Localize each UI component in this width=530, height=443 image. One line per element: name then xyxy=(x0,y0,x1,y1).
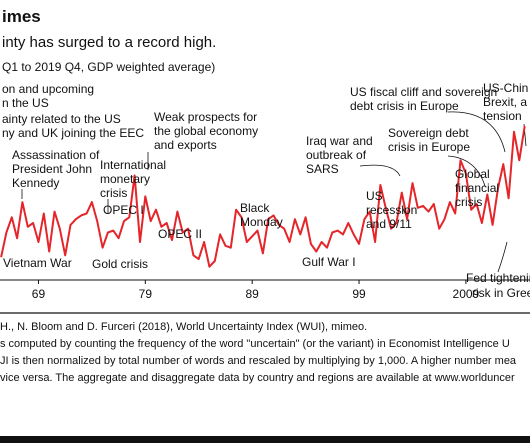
annotation-fiscal-1: US fiscal cliff and sovereign xyxy=(350,85,497,99)
annotation-recession-3: and 9/11 xyxy=(366,217,412,231)
footer-line-2: s computed by counting the frequency of … xyxy=(0,338,510,350)
annotation-kennedy-1: Assassination of xyxy=(12,148,100,162)
annotation-sovereign-2: crisis in Europe xyxy=(388,140,470,154)
annotation-kennedy-2: President John xyxy=(12,162,92,176)
annotation-opec-1: OPEC I xyxy=(103,203,144,217)
x-tick-label-2009: 2009 xyxy=(453,287,480,301)
annotation-intl-2: monetary xyxy=(100,172,150,186)
footer-notes: H., N. Bloom and D. Furceri (2018), Worl… xyxy=(0,321,517,384)
annotation-leaders xyxy=(21,111,527,273)
uncertainty-series-line xyxy=(0,125,526,268)
footer-line-1: H., N. Bloom and D. Furceri (2018), Worl… xyxy=(0,321,367,333)
footer-line-3: JI is then normalized by total number of… xyxy=(0,355,517,367)
annotation-upcoming-2: n the US xyxy=(2,96,49,110)
annotation-fed-1: Fed tightening xyxy=(466,271,530,285)
annotation-labels: on and upcoming n the US ainty related t… xyxy=(2,81,530,300)
annotation-recession-2: recession xyxy=(366,203,417,217)
annotation-sovereign-1: Sovereign debt xyxy=(388,126,469,140)
leader-line-iraq xyxy=(359,164,401,177)
annotation-black-2: Monday xyxy=(240,215,283,229)
annotation-gold: Gold crisis xyxy=(92,257,148,271)
footer-line-4: vice versa. The aggregate and disaggrega… xyxy=(0,372,515,384)
annotation-vietnam: Vietnam War xyxy=(3,256,72,270)
annotation-gfc-3: crisis xyxy=(455,195,482,209)
annotation-fed-2: risk in Greece xyxy=(472,286,530,300)
chart-note: Q1 to 2019 Q4, GDP weighted average) xyxy=(2,60,215,74)
x-tick-label-79: 79 xyxy=(139,287,153,301)
annotation-gfc-1: Global xyxy=(455,167,490,181)
annotation-eec-2: ny and UK joining the EEC xyxy=(2,126,144,140)
leader-line-fiscal xyxy=(447,111,506,153)
chart-title: imes xyxy=(2,7,41,26)
chart-subtitle: inty has surged to a record high. xyxy=(2,34,216,51)
annotation-iraq-2: outbreak of xyxy=(306,148,367,162)
annotation-upcoming-1: on and upcoming xyxy=(2,82,94,96)
annotation-weak-1: Weak prospects for xyxy=(154,110,257,124)
annotation-gulf: Gulf War I xyxy=(302,255,356,269)
annotation-china-3: tension xyxy=(483,109,522,123)
annotation-china-1: US-Chin xyxy=(483,81,528,95)
annotation-weak-3: and exports xyxy=(154,138,217,152)
x-tick-label-89: 89 xyxy=(245,287,259,301)
bottom-bar xyxy=(0,436,530,443)
annotation-iraq-3: SARS xyxy=(306,162,339,176)
annotation-intl-3: crisis xyxy=(100,186,127,200)
annotation-gfc-2: financial xyxy=(455,181,499,195)
leader-line-fed xyxy=(497,241,508,273)
x-tick-label-69: 69 xyxy=(32,287,46,301)
annotation-fiscal-2: debt crisis in Europe xyxy=(350,99,459,113)
x-tick-label-99: 99 xyxy=(352,287,366,301)
annotation-kennedy-3: Kennedy xyxy=(12,176,59,190)
annotation-iraq-1: Iraq war and xyxy=(306,134,373,148)
annotation-china-2: Brexit, a xyxy=(483,95,527,109)
annotation-weak-2: the global economy xyxy=(154,124,258,138)
annotation-black-1: Black xyxy=(240,201,270,215)
leader-line-sovereign xyxy=(447,155,486,187)
annotation-opec-2: OPEC II xyxy=(158,227,202,241)
annotation-eec-1: ainty related to the US xyxy=(2,112,121,126)
annotation-intl-1: International xyxy=(100,158,166,172)
annotation-recession-1: US xyxy=(366,189,383,203)
x-axis-ticks: 69 79 89 99 2009 xyxy=(32,280,480,301)
